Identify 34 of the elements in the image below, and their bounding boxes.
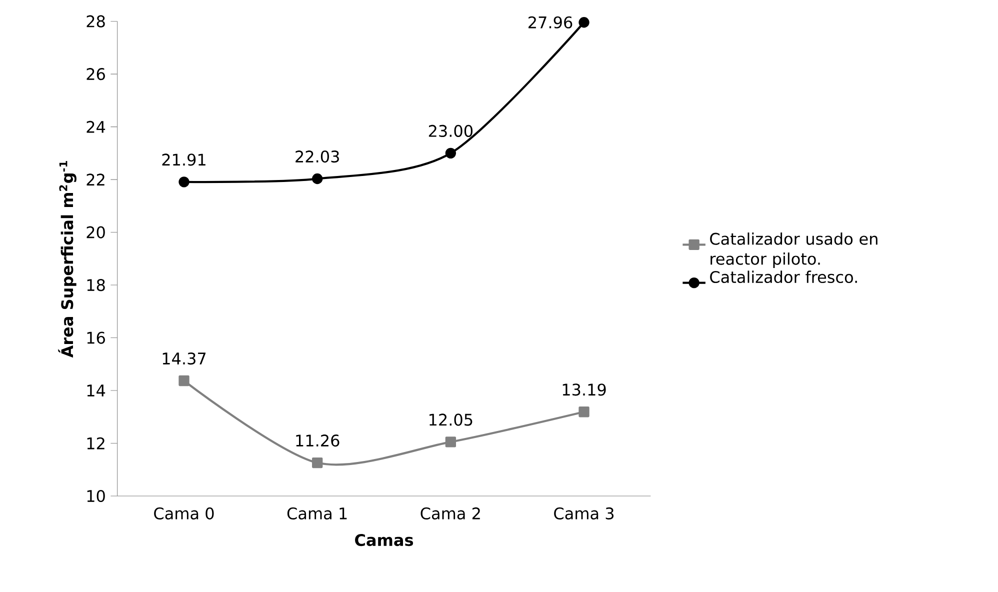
y-tick-label: 12	[87, 437, 104, 450]
x-tick-label: Cama 2	[420, 507, 480, 520]
data-label: 21.91	[162, 154, 206, 166]
x-axis-title: Camas	[355, 534, 414, 546]
y-tick-label: 28	[86, 15, 105, 28]
point	[178, 176, 190, 188]
y-tick-label: 10	[87, 490, 105, 502]
point	[445, 148, 456, 159]
data-label: 14.37	[162, 352, 206, 365]
point	[312, 457, 323, 468]
legend-label: Catalizador fresco.	[710, 270, 857, 284]
y-axis-title: Área Superficial m$^{2}$g$^{-1}$	[58, 161, 76, 358]
data-label: 23.00	[428, 124, 473, 138]
data-label: 11.26	[296, 434, 340, 447]
legend-label: Catalizador usado en reactor piloto.	[710, 232, 878, 268]
point	[445, 436, 456, 448]
point	[178, 375, 190, 386]
x-tick-label: Cama 0	[154, 507, 214, 520]
x-tick-label: Cama 3	[554, 507, 614, 520]
y-tick-label: 18	[87, 278, 105, 292]
point	[312, 173, 323, 184]
y-tick-label: 26	[86, 68, 105, 80]
point	[578, 406, 590, 418]
y-tick-label: 14	[87, 384, 106, 396]
data-label: 12.05	[430, 414, 472, 426]
point	[578, 17, 590, 28]
x-tick-label: Cama 1	[287, 507, 347, 520]
data-label: 22.03	[296, 150, 339, 163]
y-tick-label: 22	[86, 174, 104, 186]
data-label: 13.19	[562, 384, 606, 396]
y-tick-label: 16	[87, 332, 105, 344]
data-label: 27.96	[528, 16, 572, 28]
y-tick-label: 24	[86, 120, 106, 133]
y-tick-label: 20	[86, 226, 105, 238]
